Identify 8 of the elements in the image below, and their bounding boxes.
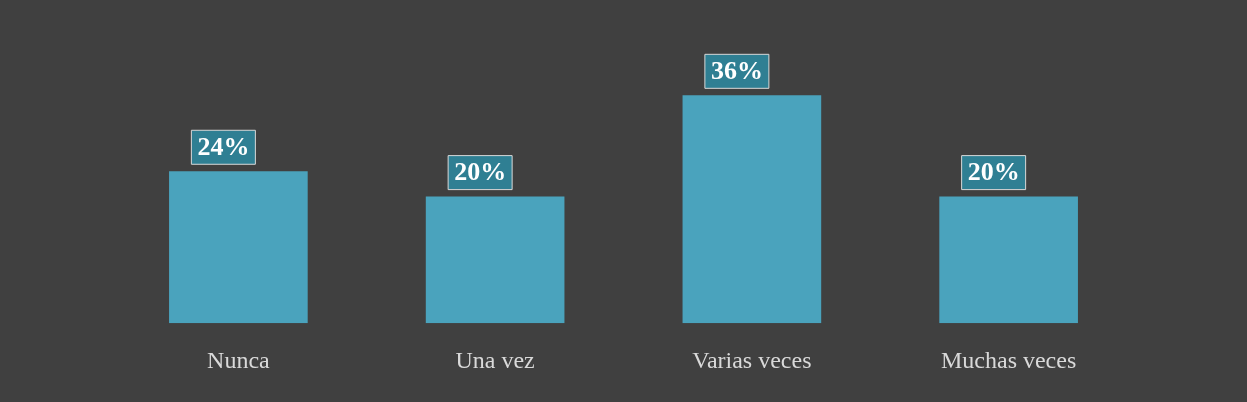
data-label: 20%	[454, 157, 507, 187]
x-tick-label: Varias veces	[692, 346, 812, 373]
data-label: 36%	[710, 56, 763, 86]
data-label: 20%	[967, 157, 1020, 187]
data-label: 24%	[197, 132, 250, 161]
x-tick-label: Una vez	[455, 346, 535, 373]
x-tick-label: Nunca	[207, 346, 271, 373]
x-tick-label: Muchas veces	[940, 346, 1077, 373]
